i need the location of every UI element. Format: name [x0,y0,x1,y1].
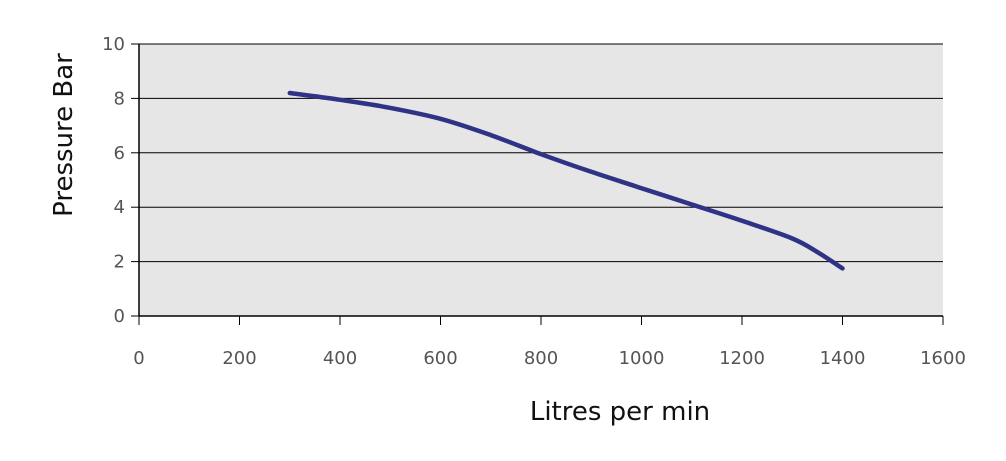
x-tick-label: 1200 [719,348,765,369]
x-tick-label: 0 [133,348,144,369]
x-tick-label: 1400 [820,348,866,369]
y-tick-label: 2 [114,252,125,273]
x-tick-label: 600 [423,348,457,369]
series [287,90,845,271]
x-tick-label: 1600 [920,348,966,369]
axes [131,43,944,325]
tick-labels: 0 2 4 6 8 10 0 200 400 600 800 1000 1200 1400 1600 [102,34,966,369]
x-tick-label: 400 [323,348,357,369]
x-tick-label: 800 [524,348,558,369]
y-tick-label: 4 [114,197,125,218]
y-axis-title: Pressure Bar [49,53,79,217]
x-axis-title: Litres per min [530,397,710,427]
y-tick-label: 10 [102,34,125,55]
y-tick-label: 8 [114,88,125,109]
plot-area [139,44,943,316]
x-tick-label: 1000 [619,348,665,369]
y-tick-label: 0 [114,306,125,327]
x-tick-label: 200 [222,348,256,369]
series-line [287,90,845,271]
y-tick-label: 6 [114,143,125,164]
